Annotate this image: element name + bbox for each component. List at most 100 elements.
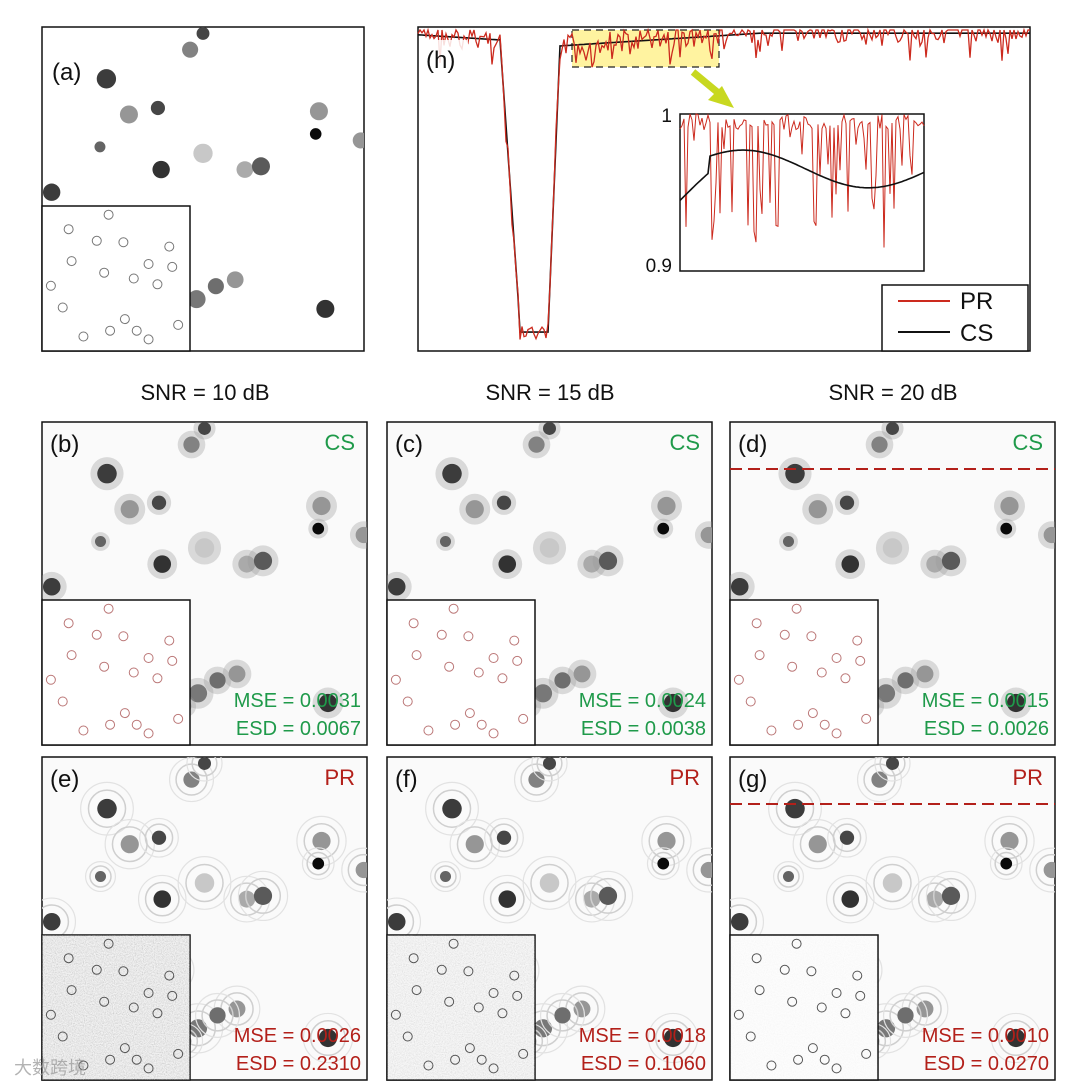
particle-ring — [489, 823, 519, 853]
inset-ring — [143, 259, 154, 269]
particle — [309, 102, 328, 121]
panel-h-label: (h) — [426, 47, 455, 74]
inset-ring — [509, 970, 520, 981]
particle — [876, 1019, 896, 1038]
inset-ring — [793, 719, 804, 730]
inset-ring — [831, 988, 842, 998]
inset-ring — [751, 618, 762, 629]
inset-ring — [143, 653, 154, 663]
particle — [465, 500, 484, 519]
particle — [808, 500, 827, 519]
inset-ring — [787, 996, 798, 1007]
particle — [1000, 522, 1013, 535]
inset-ring — [488, 988, 499, 998]
particle-ring — [536, 757, 563, 777]
particle — [97, 463, 117, 484]
particle-ring — [530, 863, 569, 903]
particle — [183, 436, 200, 453]
particle — [251, 157, 270, 176]
particle — [700, 861, 712, 879]
particle-ring — [186, 757, 223, 782]
particle-ring — [303, 822, 340, 860]
particle — [183, 771, 200, 788]
particle — [153, 890, 172, 908]
mse-value: MSE = 0.0015 — [922, 690, 1049, 712]
particle-ring — [144, 823, 174, 853]
particle — [42, 183, 61, 201]
particle-ring — [513, 757, 560, 803]
particle — [730, 577, 749, 596]
method-label: PR — [1012, 765, 1043, 790]
legend-pr-label: PR — [960, 288, 993, 315]
panel-label: (c) — [395, 431, 423, 458]
particle — [886, 757, 899, 770]
particle-ring — [777, 865, 800, 888]
particle — [871, 771, 888, 788]
inset-noise — [730, 935, 878, 1080]
particle-ring — [449, 819, 500, 870]
inset-ring — [173, 319, 184, 330]
particle-ring — [925, 870, 977, 922]
particle — [182, 41, 199, 58]
inset-ring — [57, 302, 68, 313]
inset-ring — [173, 713, 184, 724]
particle-ring — [306, 851, 331, 876]
inset-ring — [806, 966, 817, 977]
particle — [876, 684, 896, 703]
particle — [496, 495, 512, 510]
particle — [442, 463, 462, 484]
particle-ring — [546, 999, 579, 1032]
particle-ring — [654, 1019, 692, 1057]
particle-ring — [692, 853, 712, 887]
particle — [187, 290, 206, 309]
inset-ring — [99, 267, 110, 278]
particle-ring — [87, 789, 127, 828]
particle — [309, 128, 322, 140]
inset-ring — [464, 1043, 475, 1054]
inset-ring — [861, 713, 872, 724]
particle — [226, 271, 244, 289]
inset-ring — [473, 1002, 484, 1013]
particle — [730, 912, 749, 931]
inset-ring — [448, 603, 459, 614]
particle-ring — [168, 757, 215, 803]
mse-value: MSE = 0.0031 — [234, 690, 361, 712]
inset-ring — [840, 1008, 851, 1019]
inset-ring — [766, 1060, 777, 1071]
particle — [151, 830, 167, 845]
inset-ring — [91, 629, 102, 640]
inset-ring — [164, 241, 175, 252]
inset-ring — [411, 985, 422, 996]
particle-ring — [137, 874, 187, 924]
particle — [583, 890, 601, 908]
inset-ring — [152, 279, 163, 290]
inset-ring — [128, 1002, 139, 1013]
panel-a: (a) — [41, 26, 365, 352]
inset-ymax-label: 1 — [661, 106, 672, 127]
inset-ring — [45, 674, 56, 685]
inset-ring — [855, 655, 866, 666]
inset-ring — [816, 667, 827, 678]
particle-ring — [648, 822, 685, 860]
inset-ring — [444, 661, 455, 672]
esd-value: ESD = 0.0067 — [236, 718, 361, 740]
particle-ring — [484, 817, 524, 858]
particle-ring — [244, 877, 282, 914]
inset-ring — [164, 635, 175, 646]
inset-ring — [779, 629, 790, 640]
inset-ring — [143, 728, 154, 739]
particle — [554, 1007, 571, 1024]
particle-ring — [185, 863, 224, 903]
particle-ring — [994, 851, 1019, 876]
particle-ring — [856, 757, 903, 803]
inset-ring — [754, 985, 765, 996]
inset-ring — [488, 1063, 499, 1074]
particle-ring — [347, 853, 367, 887]
particle — [119, 105, 138, 124]
particle — [198, 757, 211, 770]
particle — [583, 555, 601, 573]
esd-value: ESD = 0.2310 — [236, 1053, 361, 1075]
panel-a-label: (a) — [52, 59, 81, 86]
particle-ring — [873, 863, 912, 903]
